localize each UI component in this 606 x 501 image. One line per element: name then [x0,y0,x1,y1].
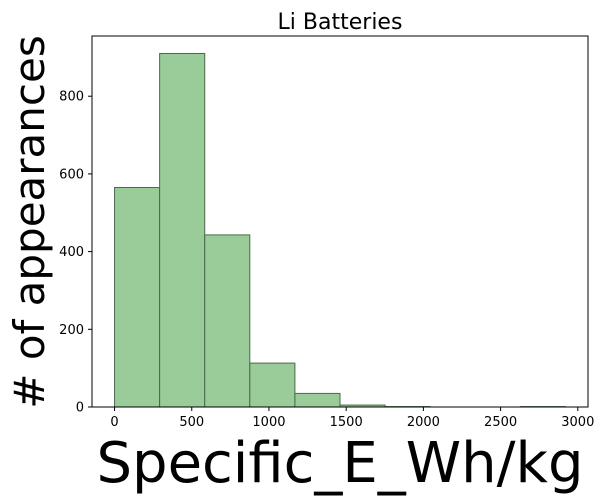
x-tick-label: 2500 [484,415,517,430]
y-axis-ticks: 0 200 400 600 800 [59,90,92,416]
x-tick-label: 500 [179,415,204,430]
histogram-bar [249,362,296,408]
chart-title: Li Batteries [278,10,403,35]
x-tick-label: 1000 [252,415,285,430]
x-tick-label: 0 [110,415,118,430]
histogram-bar [114,187,161,408]
histogram-bar [204,234,251,408]
y-tick-label: 400 [59,245,84,260]
histogram-bar [159,52,206,408]
x-tick-label: 1500 [330,415,363,430]
y-tick-label: 800 [59,90,84,105]
histogram-bar [294,392,341,408]
x-tick-label: 2000 [407,415,440,430]
y-tick-label: 600 [59,167,84,182]
plot-frame [91,35,589,408]
y-axis-label: # of appearances [5,35,54,408]
y-tick-label: 200 [59,323,84,338]
y-tick-label: 0 [76,401,84,416]
x-axis-label: Specific_E_Wh/kg [96,431,583,496]
bars-group [114,52,566,408]
x-tick-label: 3000 [561,415,594,430]
x-axis-ticks: 0 500 1000 1500 2000 2500 3000 [110,407,594,430]
